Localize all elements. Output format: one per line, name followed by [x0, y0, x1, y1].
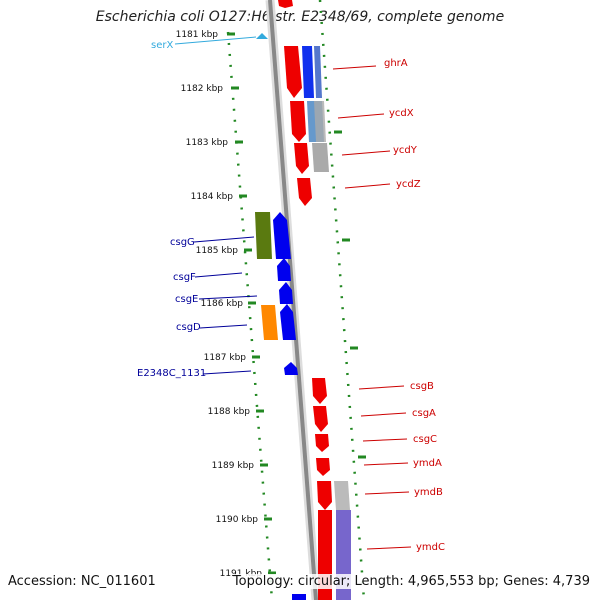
right-tick-track [318, 0, 366, 600]
left-tick-track [226, 31, 274, 600]
gene-label-ymda[interactable]: ymdA [413, 458, 442, 469]
topology-label: Topology: circular; Length: 4,965,553 bp… [232, 574, 590, 589]
gene-label-serx[interactable]: serX [151, 40, 173, 51]
kbp-label: 1186 kbp [201, 299, 244, 309]
kbp-label: 1187 kbp [204, 353, 247, 363]
gene-label-csgc[interactable]: csgC [413, 434, 437, 445]
map-title: Escherichia coli O127:H6 str. E2348/69, … [95, 9, 505, 25]
gene-label-csge[interactable]: csgE [175, 294, 198, 305]
kbp-label: 1185 kbp [196, 246, 239, 256]
kbp-label: 1182 kbp [181, 84, 224, 94]
accession-label: Accession: NC_011601 [8, 574, 156, 589]
kbp-label: 1183 kbp [186, 138, 229, 148]
kbp-label: 1184 kbp [191, 192, 234, 202]
gene-label-csga[interactable]: csgA [412, 408, 436, 419]
kbp-label: 1181 kbp [176, 30, 219, 40]
gene-label-ghra[interactable]: ghrA [384, 58, 408, 69]
gene-label-csgg[interactable]: csgG [170, 237, 195, 248]
gene-label-ycdy[interactable]: ycdY [393, 145, 418, 156]
gene-label-ymdb[interactable]: ymdB [414, 487, 443, 498]
gene-label-ymdc[interactable]: ymdC [416, 542, 445, 553]
genome-backbone [265, 0, 321, 600]
kbp-label: 1188 kbp [208, 407, 251, 417]
gene-label-csgb[interactable]: csgB [410, 381, 434, 392]
gene-labels: serX ghrA ycdX ycdY ycdZ csgG csgF csgE … [137, 40, 445, 553]
gene-label-csgf[interactable]: csgF [173, 272, 196, 283]
forward-secondary-features [302, 46, 351, 600]
kbp-ticks [227, 32, 366, 575]
gene-label-csgd[interactable]: csgD [176, 322, 201, 333]
gene-label-ycdz[interactable]: ycdZ [396, 179, 421, 190]
gene-label-e2348c-1131[interactable]: E2348C_1131 [137, 368, 206, 379]
trna-feature [256, 33, 268, 39]
gene-label-ycdx[interactable]: ycdX [389, 108, 414, 119]
reverse-strand-features [255, 212, 306, 600]
kbp-label: 1190 kbp [216, 515, 259, 525]
kbp-label: 1189 kbp [212, 461, 255, 471]
label-leader-lines [174, 36, 412, 550]
